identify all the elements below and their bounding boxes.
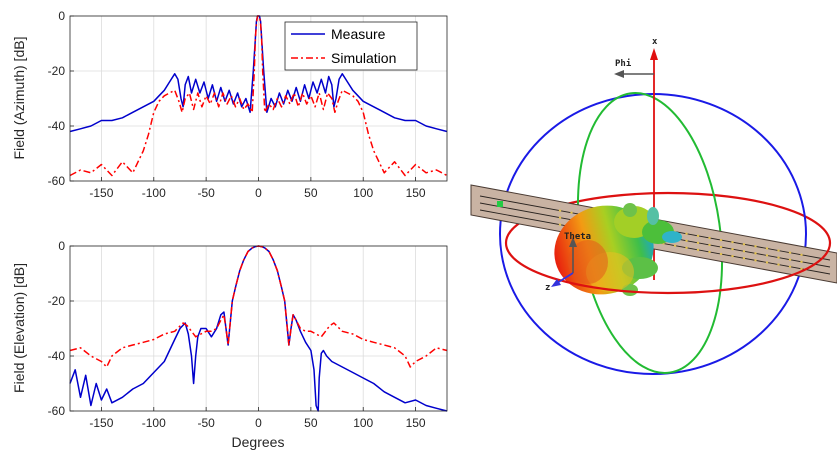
- board-via: [708, 236, 711, 240]
- elevation-x-tick-label: 150: [406, 416, 426, 430]
- legend: Measure Simulation: [284, 21, 418, 71]
- z-axis-arrow: [551, 279, 561, 287]
- elevation-x-tick-label: -150: [89, 416, 113, 430]
- board-via: [800, 253, 803, 256]
- board-via: [719, 252, 723, 256]
- board-via: [708, 243, 711, 247]
- board-via: [765, 254, 769, 257]
- board-via: [765, 247, 769, 250]
- azimuth-x-ticks: -150 -100 -50 0 50 100 150: [89, 177, 426, 200]
- elevation-plot: -150 -100 -50 0 50 100 150 -60 -40 -20 0 Field (E…: [11, 239, 448, 450]
- phi-arrow-head: [614, 70, 624, 78]
- board-via: [800, 260, 803, 263]
- board-via: [742, 250, 746, 253]
- elevation-series-measure: [69, 245, 448, 412]
- elevation-x-tick-label: 0: [255, 416, 262, 430]
- board-via: [685, 232, 688, 235]
- azimuth-x-tick-label: -150: [89, 186, 113, 200]
- elevation-y-tick-label: -40: [48, 349, 66, 363]
- board-via: [754, 252, 757, 255]
- azimuth-x-tick-label: 50: [304, 186, 318, 200]
- board-via: [685, 246, 688, 249]
- board-via: [765, 261, 769, 264]
- antenna-3d-view: x Phi Theta z: [470, 37, 837, 375]
- azimuth-y-tick-label: -20: [48, 64, 66, 78]
- elevation-x-tick-label: 100: [353, 416, 373, 430]
- board-via: [742, 257, 746, 260]
- elevation-x-tick-label: 50: [304, 416, 318, 430]
- radiation-pattern: [554, 203, 682, 296]
- azimuth-x-tick-label: 150: [406, 186, 426, 200]
- azimuth-x-tick-label: 0: [255, 186, 262, 200]
- board-via: [696, 248, 700, 252]
- z-axis-label: z: [545, 283, 550, 293]
- x-axis-arrow: [650, 48, 658, 60]
- z-axis-line: [556, 272, 574, 284]
- board-via: [788, 251, 792, 254]
- elevation-x-ticks: -150 -100 -50 0 50 100 150: [89, 407, 426, 430]
- board-via: [558, 209, 562, 212]
- board-via: [696, 241, 700, 245]
- board-via: [788, 258, 792, 261]
- board-via: [731, 254, 734, 258]
- board-via: [685, 239, 688, 242]
- board-via: [719, 245, 723, 249]
- board-via: [800, 267, 803, 270]
- azimuth-x-tick-label: -100: [142, 186, 166, 200]
- board-via: [731, 247, 734, 251]
- azimuth-y-label: Field (Azimuth) [dB]: [11, 37, 27, 160]
- elevation-y-label: Field (Elevation) [dB]: [11, 263, 27, 393]
- elevation-y-ticks: -60 -40 -20 0: [48, 239, 74, 418]
- azimuth-x-tick-label: -50: [197, 186, 215, 200]
- board-via: [731, 240, 734, 244]
- board-via: [673, 244, 677, 247]
- elevation-y-tick-label: -20: [48, 294, 66, 308]
- board-via: [788, 265, 792, 268]
- x-axis-label: x: [652, 37, 658, 47]
- elevation-x-tick-label: -50: [197, 416, 215, 430]
- board-via: [754, 245, 757, 248]
- elevation-ring: [499, 93, 807, 375]
- board-via: [777, 249, 780, 252]
- board-via: [570, 211, 573, 214]
- azimuth-ring-front: [504, 242, 832, 295]
- elevation-x-tick-label: -100: [142, 416, 166, 430]
- theta-arrow-head: [569, 237, 577, 247]
- board-via: [558, 223, 562, 226]
- azimuth-y-tick-label: -60: [48, 174, 66, 188]
- legend-measure-label: Measure: [331, 26, 386, 42]
- azimuth-y-tick-label: -40: [48, 119, 66, 133]
- azimuth-y-ticks: -60 -40 -20 0: [48, 9, 74, 188]
- board-marker: [497, 201, 503, 207]
- board-via: [742, 243, 746, 246]
- board-via: [696, 234, 700, 238]
- board-via: [708, 250, 711, 254]
- azimuth-y-tick-label: 0: [58, 9, 65, 23]
- elevation-x-label: Degrees: [232, 434, 285, 450]
- board-via: [719, 238, 723, 242]
- board-via: [777, 256, 780, 259]
- azimuth-x-tick-label: 100: [353, 186, 373, 200]
- elevation-y-tick-label: 0: [58, 239, 65, 253]
- azimuth-plot: -150 -100 -50 0 50 100 150 -60 -40 -20 0 Field (A…: [11, 9, 448, 200]
- phi-label: Phi: [615, 58, 632, 69]
- board-via: [777, 263, 780, 266]
- legend-simulation-label: Simulation: [331, 50, 396, 66]
- board-via: [558, 216, 562, 219]
- elevation-y-tick-label: -60: [48, 404, 66, 418]
- board-via: [754, 259, 757, 262]
- theta-label: Theta: [564, 232, 591, 242]
